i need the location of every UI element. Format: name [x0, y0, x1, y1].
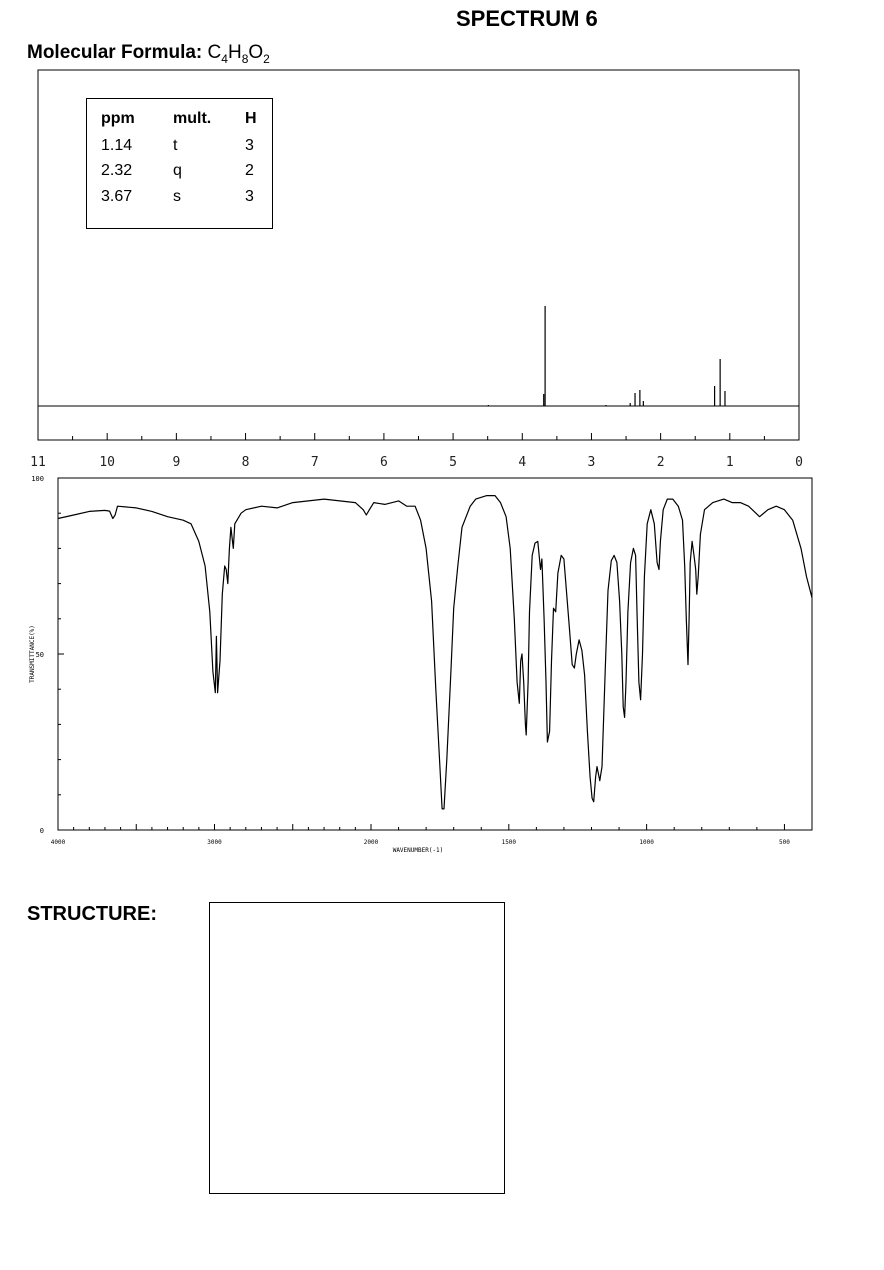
nmr-tick-label: 10	[99, 455, 115, 470]
ir-y-tick-label: 50	[36, 651, 44, 659]
formula-label: Molecular Formula:	[27, 42, 203, 63]
formula-element: C	[207, 42, 222, 63]
row1-mult: t	[173, 137, 178, 154]
nmr-tick-label: 0	[795, 455, 803, 470]
formula-value: C4H8O2	[207, 42, 270, 66]
formula-element: H	[227, 42, 242, 63]
ir-x-tick-label: 1000	[639, 839, 654, 846]
nmr-tick-label: 3	[588, 455, 596, 470]
row3-h: 3	[245, 188, 254, 205]
header-ppm: ppm	[101, 110, 135, 127]
ir-spectrum-chart: 0 50 100 4000 3000 2000 1500 1000 500 WAVENUMBER(…	[29, 475, 813, 854]
nmr-tick-label: 11	[30, 455, 46, 470]
ir-x-axis-label: WAVENUMBER(-1)	[393, 847, 444, 854]
row1-ppm: 1.14	[101, 137, 133, 154]
row3-mult: s	[173, 188, 181, 205]
structure-label: STRUCTURE:	[27, 903, 157, 925]
formula-element: O	[248, 42, 264, 63]
nmr-tick-label: 7	[311, 455, 319, 470]
ir-y-axis-label: TRANSMITTANCE(%)	[29, 625, 36, 683]
row2-h: 2	[245, 162, 254, 179]
nmr-tick-label: 6	[380, 455, 388, 470]
nmr-tick-label: 8	[242, 455, 250, 470]
row2-ppm: 2.32	[101, 162, 133, 179]
ir-y-tick-label: 0	[40, 827, 44, 835]
formula-subscript: 4	[221, 51, 228, 66]
nmr-tick-label: 5	[449, 455, 457, 470]
row1-h: 3	[245, 137, 254, 154]
ir-plot-frame	[57, 477, 813, 831]
nmr-tick-label: 9	[172, 455, 180, 470]
formula-subscript: 2	[263, 51, 270, 66]
ir-x-tick-label: 500	[779, 839, 790, 846]
nmr-tick-label: 4	[518, 455, 526, 470]
ir-spectrum-trace	[57, 495, 813, 810]
nmr-tick-label: 2	[657, 455, 665, 470]
row3-ppm: 3.67	[101, 188, 133, 205]
spectrum-title: SPECTRUM 6	[456, 6, 598, 31]
peak-table: ppm mult. H 1.14 t 3 2.32 q 2 3.67 s 3	[86, 98, 273, 229]
structure-drawing-box[interactable]	[209, 902, 505, 1194]
ir-x-tick-label: 1500	[502, 839, 517, 846]
molecular-formula: Molecular Formula: C4H8O2	[27, 42, 270, 66]
ir-x-tick-label: 3000	[207, 839, 222, 846]
nmr-spectrum-chart: 11 10 9 8 7 6 5 4 3 2 1 0	[30, 69, 803, 470]
header-h: H	[245, 110, 257, 127]
header-mult: mult.	[173, 110, 212, 127]
ir-x-tick-label: 2000	[364, 839, 379, 846]
formula-subscript: 8	[241, 51, 249, 66]
ir-x-tick-label: 4000	[51, 839, 66, 846]
nmr-tick-label: 1	[726, 455, 734, 470]
ir-y-tick-label: 100	[31, 475, 44, 483]
row2-mult: q	[173, 162, 182, 179]
